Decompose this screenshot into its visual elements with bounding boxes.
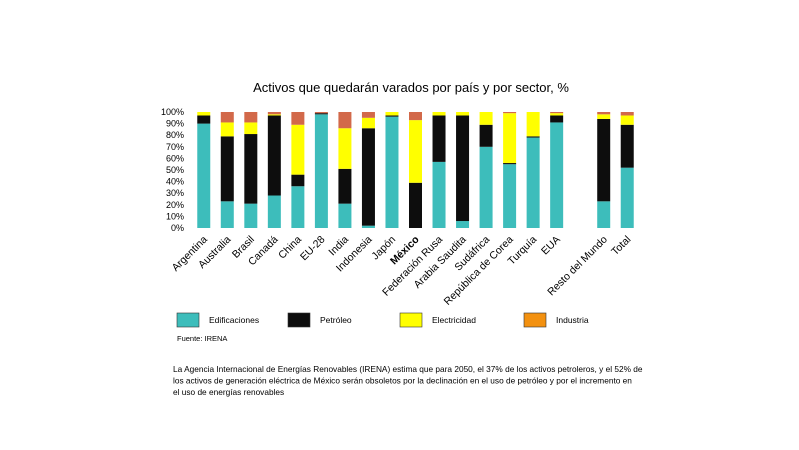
bar-segment [267, 112, 281, 115]
bar-segment [197, 115, 211, 124]
bar-segment [314, 112, 328, 114]
legend-swatch [176, 312, 200, 328]
bar-segment [314, 113, 328, 115]
bar-segment [526, 136, 540, 138]
y-tick-label: 70% [166, 142, 184, 152]
bar-segment [244, 134, 258, 204]
x-tick-label: Total [609, 234, 633, 258]
bar-segment [291, 174, 305, 187]
bar-segment [220, 136, 234, 202]
bar-segment [361, 117, 375, 129]
bar-segment [620, 167, 634, 228]
bar-segment [244, 112, 258, 123]
y-tick-label: 20% [166, 200, 184, 210]
bar-segment [385, 115, 399, 117]
y-tick-label: 60% [166, 153, 184, 163]
bar-segment [550, 112, 564, 114]
bar-segment [620, 115, 634, 125]
source: Fuente: IRENA [177, 334, 227, 343]
legend-swatch [399, 312, 423, 328]
legend-label: Petróleo [320, 315, 352, 325]
bar-segment [338, 203, 352, 228]
bar-segment [267, 195, 281, 228]
y-tick-label: 30% [166, 188, 184, 198]
bar-segment [479, 124, 493, 147]
bar-segment [291, 112, 305, 125]
y-tick-label: 80% [166, 130, 184, 140]
bar-segment [291, 124, 305, 175]
y-tick-label: 0% [171, 223, 184, 233]
bar-segment [267, 114, 281, 116]
bar-segment [432, 115, 446, 162]
bar-segment [267, 115, 281, 196]
bar-segment [409, 120, 422, 183]
bar-segment [338, 168, 352, 204]
bar-segment [550, 122, 564, 228]
bar-segment [550, 115, 564, 123]
legend-label: Edificaciones [209, 315, 259, 325]
legend-swatch [523, 312, 547, 328]
bar-segment [291, 186, 305, 228]
bar-segment [456, 221, 470, 228]
bar-segment [432, 112, 446, 116]
bar-segment [479, 112, 493, 125]
bar-segment [597, 118, 611, 202]
bar-segment [338, 112, 352, 129]
bar-segment [361, 128, 375, 226]
bar-segment [597, 112, 611, 115]
bar-segment [550, 113, 564, 116]
bar-segment [503, 164, 517, 228]
note-line: los activos de generación eléctrica de M… [173, 376, 632, 386]
x-tick-label: EU-28 [298, 234, 328, 264]
bar-segment [409, 182, 422, 228]
bar-segment [361, 112, 375, 118]
bar-segment [220, 201, 234, 228]
bar-segment [503, 113, 517, 164]
note-line: el uso de energías renovables [173, 387, 284, 397]
note-line: La Agencia Internacional de Energías Ren… [173, 364, 643, 374]
bar-segment [197, 123, 211, 228]
bar-segment [479, 146, 493, 228]
bar-segment [220, 122, 234, 137]
bar-segment [409, 112, 422, 121]
bar-segment [503, 163, 517, 165]
bar-segment [503, 112, 517, 114]
bar-segment [620, 112, 634, 116]
y-tick-label: 40% [166, 177, 184, 187]
bar-segment [244, 122, 258, 135]
y-tick-label: 100% [161, 107, 184, 117]
bar-segment [314, 114, 328, 228]
bar-segment [220, 112, 234, 123]
bar-segment [620, 124, 634, 168]
y-tick-label: 90% [166, 119, 184, 129]
bar-segment [361, 225, 375, 228]
legend-label: Industria [556, 315, 589, 325]
bar-segment [385, 112, 399, 116]
bar-segment [456, 115, 470, 222]
x-tick-label: EUA [539, 234, 563, 258]
chart-title: Activos que quedarán varados por país y … [253, 80, 569, 95]
y-tick-label: 10% [166, 211, 184, 221]
bar-segment [526, 112, 540, 137]
bar-segment [197, 112, 211, 116]
bar-segment [597, 114, 611, 119]
bar-segment [456, 112, 470, 116]
bar-segment [385, 116, 399, 228]
legend-label: Electricidad [432, 315, 476, 325]
bar-segment [244, 203, 258, 228]
bar-segment [597, 201, 611, 228]
bar-segment [526, 137, 540, 228]
legend-swatch [287, 312, 311, 328]
bar-segment [432, 161, 446, 228]
y-tick-label: 50% [166, 165, 184, 175]
bar-segment [338, 128, 352, 169]
